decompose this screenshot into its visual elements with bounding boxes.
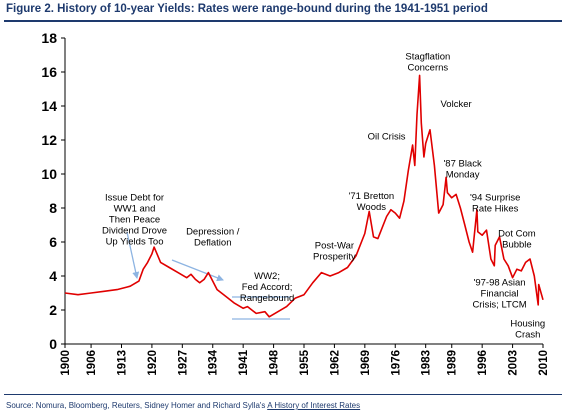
x-tick-label: 1996	[477, 350, 489, 376]
annotation-line: Dividend Drove	[102, 226, 167, 237]
x-tick-label: 1983	[421, 350, 433, 376]
y-tick-label: 14	[41, 98, 57, 114]
annotation-line: Rate Hikes	[472, 204, 519, 215]
x-tick-label: 1955	[299, 349, 311, 375]
annotation-line: Volcker	[441, 99, 472, 110]
y-tick-label: 16	[41, 64, 57, 80]
annotation-line: Bubble	[502, 239, 532, 250]
x-tick-label: 1906	[86, 350, 98, 376]
annotation-line: Issue Debt for	[105, 193, 164, 204]
annotation-line: '71 Bretton	[349, 191, 395, 202]
annotation-line: Crash	[515, 330, 540, 341]
annotation-line: Deflation	[194, 238, 232, 249]
annotation-label: WW2; Fed Accord; Rangebound	[240, 271, 294, 304]
annotation-label: Housing Crash	[510, 319, 545, 341]
annotation-line: Depression /	[186, 227, 240, 238]
annotation-line: Concerns	[408, 63, 449, 74]
annotation-label: Post-War Prosperity	[313, 240, 356, 262]
annotation-label: Stagflation Concerns	[405, 52, 450, 74]
axes	[64, 38, 543, 345]
source-note: Source: Nomura, Bloomberg, Reuters, Sidn…	[6, 401, 360, 410]
x-axis-ticks: 1900 1906 1913 1920 1927 1934 1941 1948 1955 1962…	[60, 344, 550, 376]
annotation-line: Up Yields Too	[106, 237, 164, 248]
source-link[interactable]: A History of Interest Rates	[267, 401, 361, 410]
annotation-line: '97-98 Asian	[474, 278, 526, 289]
annotation-label: Issue Debt for WW1 and Then Peace Dividend …	[102, 193, 167, 248]
x-tick-label: 1913	[116, 350, 128, 376]
x-tick-label: 2003	[508, 350, 520, 376]
x-tick-label: 1941	[238, 349, 250, 375]
bottom-rule	[4, 394, 562, 395]
figure-title: Figure 2. History of 10-year Yields: Rat…	[6, 3, 488, 15]
x-tick-label: 1962	[329, 350, 341, 376]
annotation-label: Oil Crisis	[368, 132, 406, 143]
annotation-line: Dot Com	[498, 228, 536, 239]
annotation-line: Stagflation	[405, 52, 450, 63]
yield-series-line	[64, 74, 544, 318]
title-rule	[4, 20, 562, 22]
annotation-line: Woods	[357, 202, 387, 213]
annotation-label: Volcker	[441, 99, 472, 110]
annotation-guides	[126, 231, 290, 320]
x-tick-label: 1948	[269, 349, 281, 375]
annotation-line: '94 Surprise	[470, 193, 520, 204]
x-tick-label: 1920	[147, 350, 159, 376]
annotation-line: Post-War	[315, 240, 354, 251]
annotation-line: Monday	[446, 170, 480, 181]
x-tick-label: 2010	[538, 350, 550, 376]
depression-arrow	[171, 259, 224, 282]
ww1-arrow	[126, 231, 140, 279]
annotation-line: Crisis; LTCM	[472, 300, 526, 311]
annotation-line: Rangebound	[240, 293, 294, 304]
annotation-line: Fed Accord;	[242, 282, 293, 293]
annotation-line: '87 Black	[443, 159, 482, 170]
x-tick-label: 1900	[60, 350, 72, 376]
annotation-line: WW2;	[254, 271, 280, 282]
x-tick-label: 1969	[360, 350, 372, 376]
annotation-line: Financial	[481, 289, 519, 300]
x-tick-label: 1976	[390, 350, 402, 376]
annotation-label: '94 Surprise Rate Hikes	[470, 193, 520, 215]
annotation-label: '97-98 Asian Financial Crisis; LTCM	[472, 278, 526, 311]
y-tick-label: 2	[49, 302, 57, 318]
y-tick-label: 8	[49, 200, 57, 216]
y-tick-label: 6	[49, 234, 57, 250]
annotation-line: Then Peace	[109, 215, 160, 226]
y-tick-label: 18	[41, 30, 57, 46]
annotation-label: '87 Black Monday	[443, 159, 482, 181]
event-annotations: Issue Debt for WW1 and Then Peace Dividend …	[102, 52, 545, 341]
annotation-label: '71 Bretton Woods	[349, 191, 395, 213]
y-tick-label: 10	[41, 166, 57, 182]
x-tick-label: 1989	[447, 350, 459, 376]
annotation-label: Depression / Deflation	[186, 227, 240, 249]
y-tick-label: 12	[41, 132, 57, 148]
y-tick-label: 4	[49, 268, 57, 284]
x-tick-label: 1927	[177, 350, 189, 376]
x-tick-label: 1934	[208, 349, 220, 375]
annotation-line: Housing	[510, 319, 545, 330]
annotation-line: Prosperity	[313, 251, 356, 262]
annotation-label: Dot Com Bubble	[498, 228, 536, 250]
y-tick-label: 0	[49, 336, 57, 352]
source-text: Source: Nomura, Bloomberg, Reuters, Sidn…	[6, 401, 268, 410]
annotation-line: Oil Crisis	[368, 132, 406, 143]
annotation-line: WW1 and	[114, 204, 156, 215]
yield-chart: 0 2 4 6 8 10 12 14 16 18 1900 1906 1913 1920 1927 1934…	[41, 30, 550, 376]
y-axis-ticks: 0 2 4 6 8 10 12 14 16 18	[41, 30, 65, 352]
